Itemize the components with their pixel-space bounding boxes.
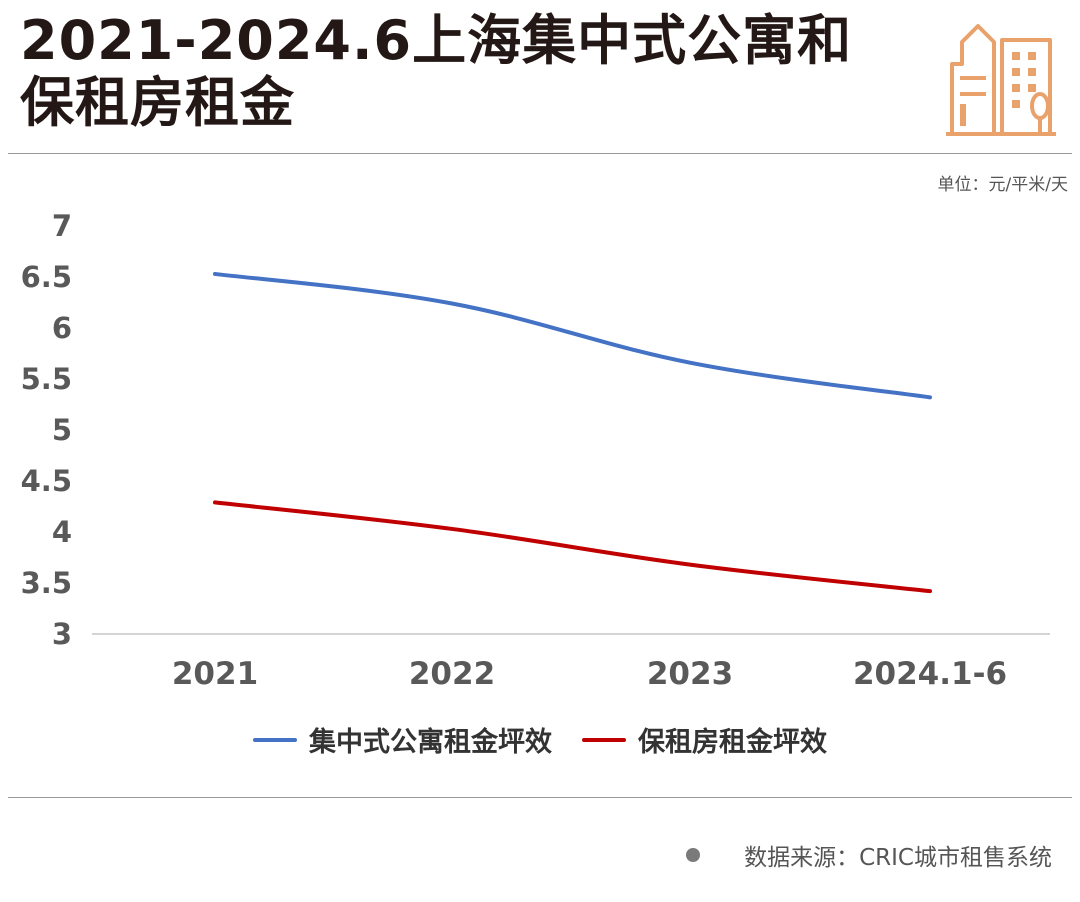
x-tick-label: 2024.1-6 (853, 656, 1007, 692)
legend-label-housing: 保租房租金坪效 (638, 727, 827, 758)
y-tick-label: 4 (52, 515, 72, 549)
legend-swatch-apartment (253, 737, 297, 742)
title-line-1: 2021-2024.6上海集中式公寓和 (20, 9, 853, 72)
series-line-apartment (213, 271, 932, 400)
page-title: 2021-2024.6上海集中式公寓和 保租房租金 (20, 10, 900, 134)
legend-label-apartment: 集中式公寓租金坪效 (309, 727, 552, 758)
y-tick-label: 5.5 (21, 362, 72, 396)
y-tick-label: 3.5 (21, 566, 72, 600)
x-tick-label: 2023 (647, 656, 733, 692)
y-tick-label: 3 (52, 617, 72, 651)
y-tick-label: 6.5 (21, 260, 72, 294)
footer-divider (8, 797, 1072, 798)
header-divider (8, 153, 1072, 154)
y-tick-label: 7 (52, 209, 72, 243)
source-note: 数据来源：CRIC城市租售系统 (686, 838, 1052, 872)
legend-item-housing: 保租房租金坪效 (582, 720, 827, 759)
city-buildings-icon (946, 24, 1056, 136)
legend-swatch-housing (582, 737, 626, 742)
series-line-housing (213, 500, 932, 594)
title-line-2: 保租房租金 (20, 71, 295, 134)
legend-item-apartment: 集中式公寓租金坪效 (253, 720, 552, 759)
y-tick-label: 4.5 (21, 464, 72, 498)
x-tick-label: 2022 (409, 656, 495, 692)
x-tick-label: 2021 (172, 656, 258, 692)
unit-label: 单位：元/平米/天 (937, 175, 1068, 195)
chart-legend: 集中式公寓租金坪效 保租房租金坪效 (0, 720, 1080, 759)
y-tick-label: 6 (52, 311, 72, 345)
y-tick-label: 5 (52, 413, 72, 447)
source-text: 数据来源：CRIC城市租售系统 (744, 845, 1052, 871)
dot-icon (686, 848, 701, 862)
line-chart: 3 3.5 4 4.5 5 5.5 6 6.5 7 2021 2022 2023 2024.1-6 (21, 209, 1050, 692)
